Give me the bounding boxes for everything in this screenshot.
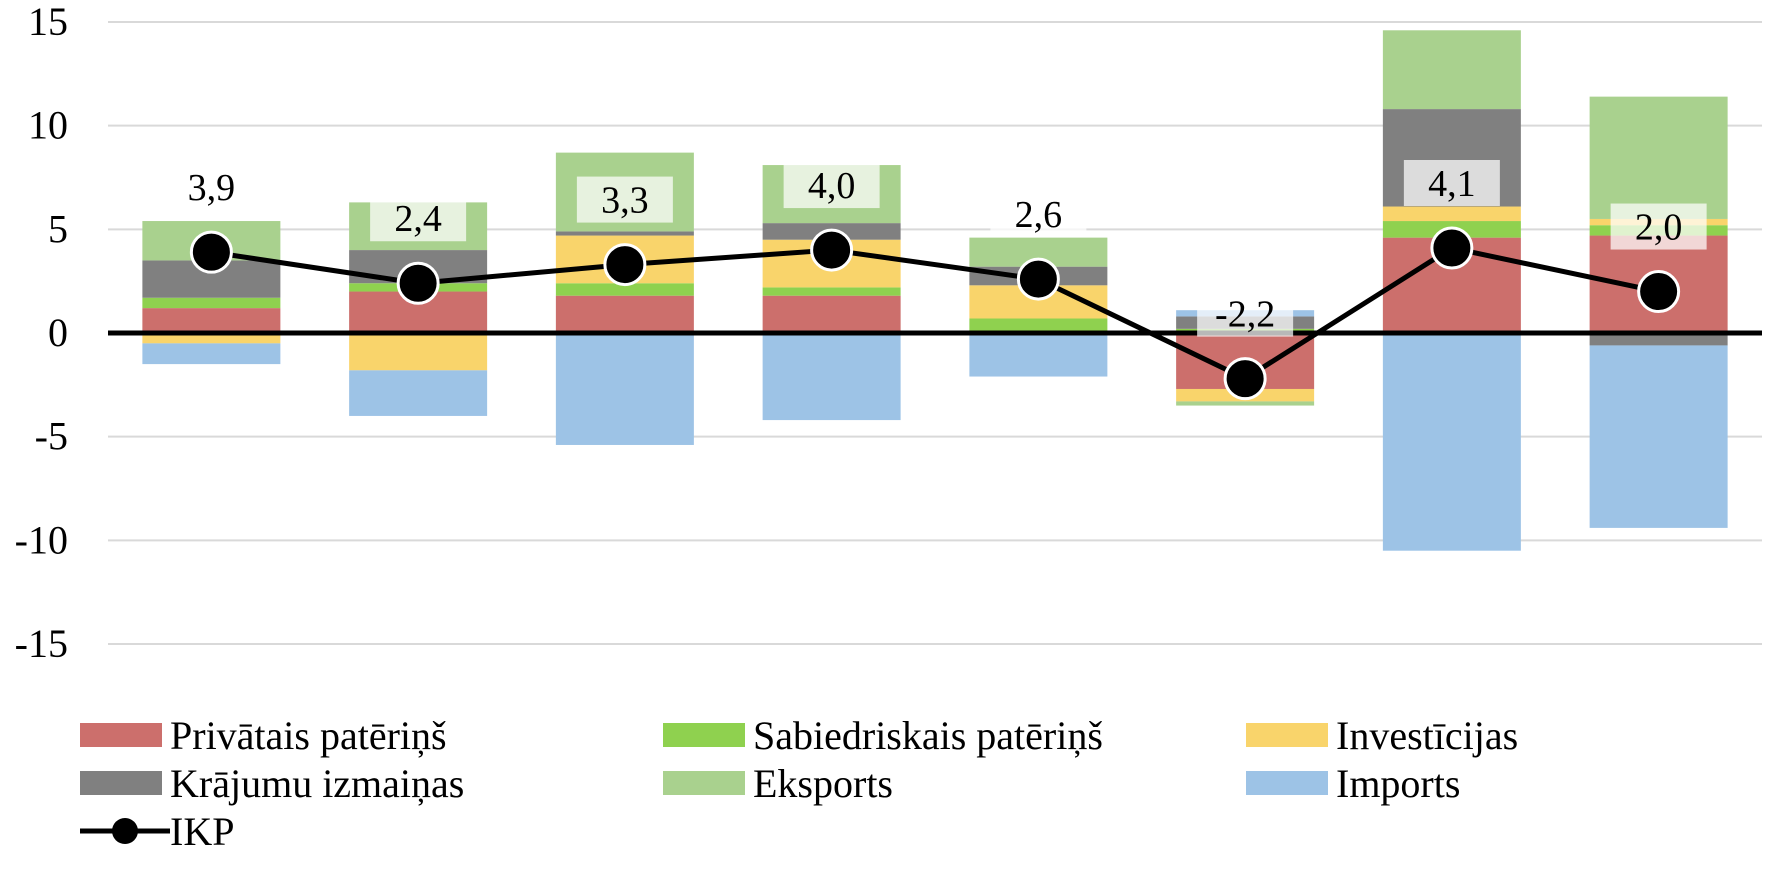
bar-segment	[142, 308, 281, 333]
legend-line-ikp	[80, 818, 170, 844]
ikp-point	[603, 243, 647, 287]
data-label-background	[783, 162, 880, 209]
legend-swatch-investicijas	[1246, 723, 1328, 747]
data-label: -2,2	[1215, 294, 1275, 336]
legend-label-investicijas: Investīcijas	[1336, 712, 1519, 758]
ikp-point	[810, 228, 854, 272]
bar-segment	[142, 297, 281, 309]
legend-item-sabiedriskais: Sabiedriskais patēriņš	[663, 713, 1103, 758]
legend-item-investicijas: Investīcijas	[1246, 713, 1518, 758]
y-tick-label: 5	[48, 206, 68, 251]
y-tick-label: 10	[28, 103, 68, 148]
bar-segment	[349, 370, 488, 416]
bar-segment	[349, 333, 488, 371]
data-label-background	[370, 195, 467, 242]
legend-item-krajumu: Krājumu izmaiņas	[80, 761, 464, 806]
data-label: 4,0	[808, 165, 856, 207]
legend-item-imports: Imports	[1246, 761, 1460, 806]
bar-segment	[1382, 30, 1521, 110]
legend-item-privatais: Privātais patēriņš	[80, 713, 447, 758]
bar-segment	[555, 283, 694, 296]
bar-segment	[555, 295, 694, 333]
legend: Privātais patēriņš Sabiedriskais patēriņ…	[80, 700, 1760, 890]
bar-segment	[762, 333, 901, 421]
legend-label-ikp: IKP	[170, 808, 235, 854]
legend-item-ikp: IKP	[80, 809, 234, 854]
data-label-background	[163, 164, 260, 211]
data-label: 2,4	[394, 198, 442, 240]
bar-segment	[762, 295, 901, 333]
bar-segment	[1382, 206, 1521, 222]
bar-segment	[762, 287, 901, 296]
bar-segment	[555, 231, 694, 236]
legend-swatch-krajumu	[80, 771, 162, 795]
data-label: 3,3	[601, 180, 649, 222]
data-label: 3,9	[188, 167, 236, 209]
legend-label-imports: Imports	[1336, 760, 1461, 806]
y-tick-label: -15	[15, 621, 68, 660]
ikp-point	[189, 230, 233, 274]
bar-segment	[1589, 345, 1728, 528]
legend-swatch-imports	[1246, 771, 1328, 795]
bar-segment	[1589, 333, 1728, 346]
legend-swatch-privatais	[80, 723, 162, 747]
data-label-background	[1197, 290, 1294, 337]
legend-label-privatais: Privātais patēriņš	[170, 712, 447, 758]
data-label-background	[990, 191, 1087, 238]
legend-swatch-eksports	[663, 771, 745, 795]
bar-segment	[142, 333, 281, 344]
ikp-line	[211, 245, 1660, 382]
legend-label-eksports: Eksports	[753, 760, 893, 806]
bar-segment	[555, 333, 694, 445]
y-tick-label: 15	[28, 0, 68, 44]
legend-swatch-sabiedriskais	[663, 723, 745, 747]
ikp-point	[396, 261, 440, 305]
bar-segment	[1589, 96, 1728, 219]
bar-segment	[969, 318, 1108, 333]
ikp-point	[1016, 257, 1060, 301]
y-tick-label: -5	[35, 414, 68, 459]
legend-item-eksports: Eksports	[663, 761, 893, 806]
data-label-background	[1403, 159, 1500, 206]
data-label: 4,1	[1428, 163, 1476, 205]
legend-label-sabiedriskais: Sabiedriskais patēriņš	[753, 712, 1103, 758]
data-label: 2,6	[1015, 194, 1063, 236]
data-label: 2,0	[1635, 207, 1683, 249]
chart: 151050-5-10-1520152016201720182019202020…	[15, 0, 1762, 660]
ikp-point	[1223, 357, 1267, 401]
y-tick-label: -10	[15, 517, 68, 562]
bar-segment	[142, 343, 281, 365]
bar-segment	[1382, 333, 1521, 551]
ikp-point	[1637, 270, 1681, 314]
bar-segment	[1176, 401, 1315, 406]
data-label-background	[576, 176, 673, 223]
data-label-background	[1610, 203, 1707, 250]
bar-segment	[969, 333, 1108, 377]
ikp-point	[1430, 226, 1474, 270]
legend-label-krajumu: Krājumu izmaiņas	[170, 760, 465, 806]
y-tick-label: 0	[48, 310, 68, 355]
